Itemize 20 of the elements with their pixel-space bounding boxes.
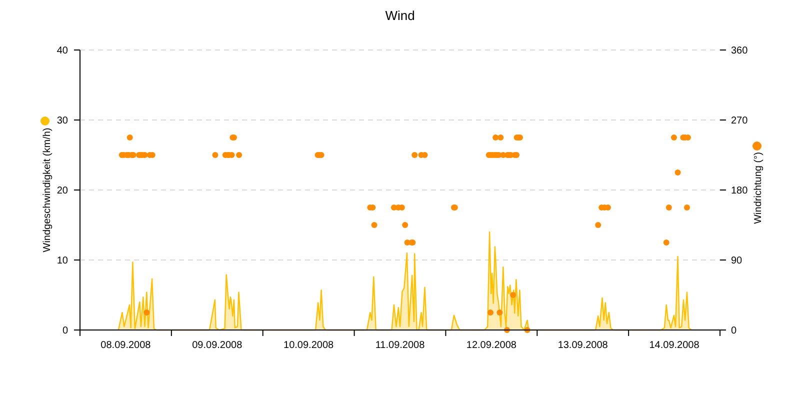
x-tick-label: 12.09.2008 [466, 340, 517, 351]
y2-tick-label: 0 [731, 326, 737, 336]
x-tick-label: 13.09.2008 [558, 340, 608, 351]
y-tick-label: 10 [56, 256, 68, 266]
y-tick-label: 30 [56, 116, 68, 126]
chart-title: Wind [385, 8, 415, 23]
y2-tick-label: 270 [731, 116, 748, 126]
y-tick-label: 0 [62, 326, 68, 336]
y2-tick-label: 180 [731, 186, 748, 196]
x-tick-label: 08.09.2008 [100, 340, 152, 351]
y-tick-label: 20 [56, 186, 68, 196]
y2-axis-title: Windrichtung (°) [753, 152, 764, 224]
x-tick-label: 10.09.2008 [284, 340, 334, 351]
y-tick-label: 40 [56, 46, 68, 56]
x-tick-label: 11.09.2008 [375, 340, 426, 351]
y2-tick-label: 360 [731, 46, 748, 56]
y-axis-title: Windgeschwindigkeit (km/h) [42, 128, 53, 252]
x-tick-label: 09.09.2008 [192, 340, 243, 351]
y2-tick-label: 90 [731, 256, 743, 266]
x-tick-label: 14.09.2008 [649, 340, 700, 351]
